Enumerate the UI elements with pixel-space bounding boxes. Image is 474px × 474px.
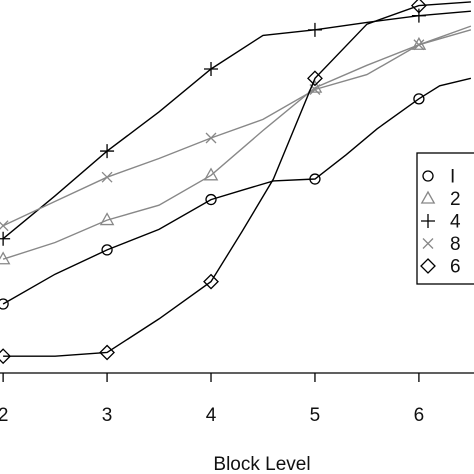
data-point-circle: [413, 93, 425, 105]
data-point-x: [413, 39, 425, 51]
data-point-plus: [307, 22, 322, 37]
series-line: [2, 10, 471, 240]
legend-marker-plus: [421, 214, 435, 228]
series-line: [2, 25, 472, 227]
data-point-circle: [309, 173, 321, 185]
legend-marker-triangle: [420, 190, 436, 204]
series-layer: [0, 0, 472, 365]
x-tick-label: 5: [310, 405, 321, 426]
data-point-x: [205, 132, 217, 144]
data-point-plus: [204, 62, 219, 77]
x-tick-label: 2: [0, 405, 8, 426]
legend-label: 2: [450, 189, 461, 210]
legend-marker-x: [422, 238, 434, 249]
data-point-diamond: [410, 0, 427, 14]
x-tick-label: 4: [206, 405, 217, 426]
legend-marker-circle: [422, 170, 434, 182]
data-point-circle: [0, 298, 9, 310]
series-x: [0, 25, 472, 232]
x-axis: 2 3 4 5 6: [0, 373, 424, 426]
data-point-plus: [0, 231, 11, 246]
legend-label: I: [450, 167, 455, 188]
data-point-diamond: [99, 344, 115, 361]
data-point-triangle: [0, 251, 11, 265]
legend-marker-diamond: [420, 258, 436, 274]
series-circle: [0, 77, 472, 310]
data-point-circle: [205, 193, 217, 206]
data-point-diamond: [0, 348, 12, 365]
data-point-triangle: [203, 167, 219, 181]
data-point-diamond: [307, 70, 323, 87]
data-point-plus: [411, 8, 426, 23]
data-point-triangle: [99, 212, 115, 226]
x-tick-label: 3: [102, 405, 113, 426]
legend-box: [416, 152, 474, 285]
series-plus: [0, 8, 471, 246]
series-line: [2, 29, 472, 260]
legend-label: 8: [450, 234, 461, 255]
series-line: [2, 77, 472, 305]
x-tick-label: 6: [414, 405, 425, 426]
legend-label: 6: [450, 257, 461, 278]
data-point-plus: [100, 144, 115, 159]
series-line: [3, 1, 471, 357]
data-point-x: [101, 171, 113, 183]
x-axis-title: Block Level: [213, 454, 310, 474]
data-point-diamond: [203, 273, 219, 290]
data-point-x: [0, 220, 9, 232]
series-diamond: [0, 0, 471, 365]
data-point-circle: [101, 244, 113, 256]
series-triangle: [0, 29, 472, 265]
legend-label: 4: [450, 212, 461, 233]
